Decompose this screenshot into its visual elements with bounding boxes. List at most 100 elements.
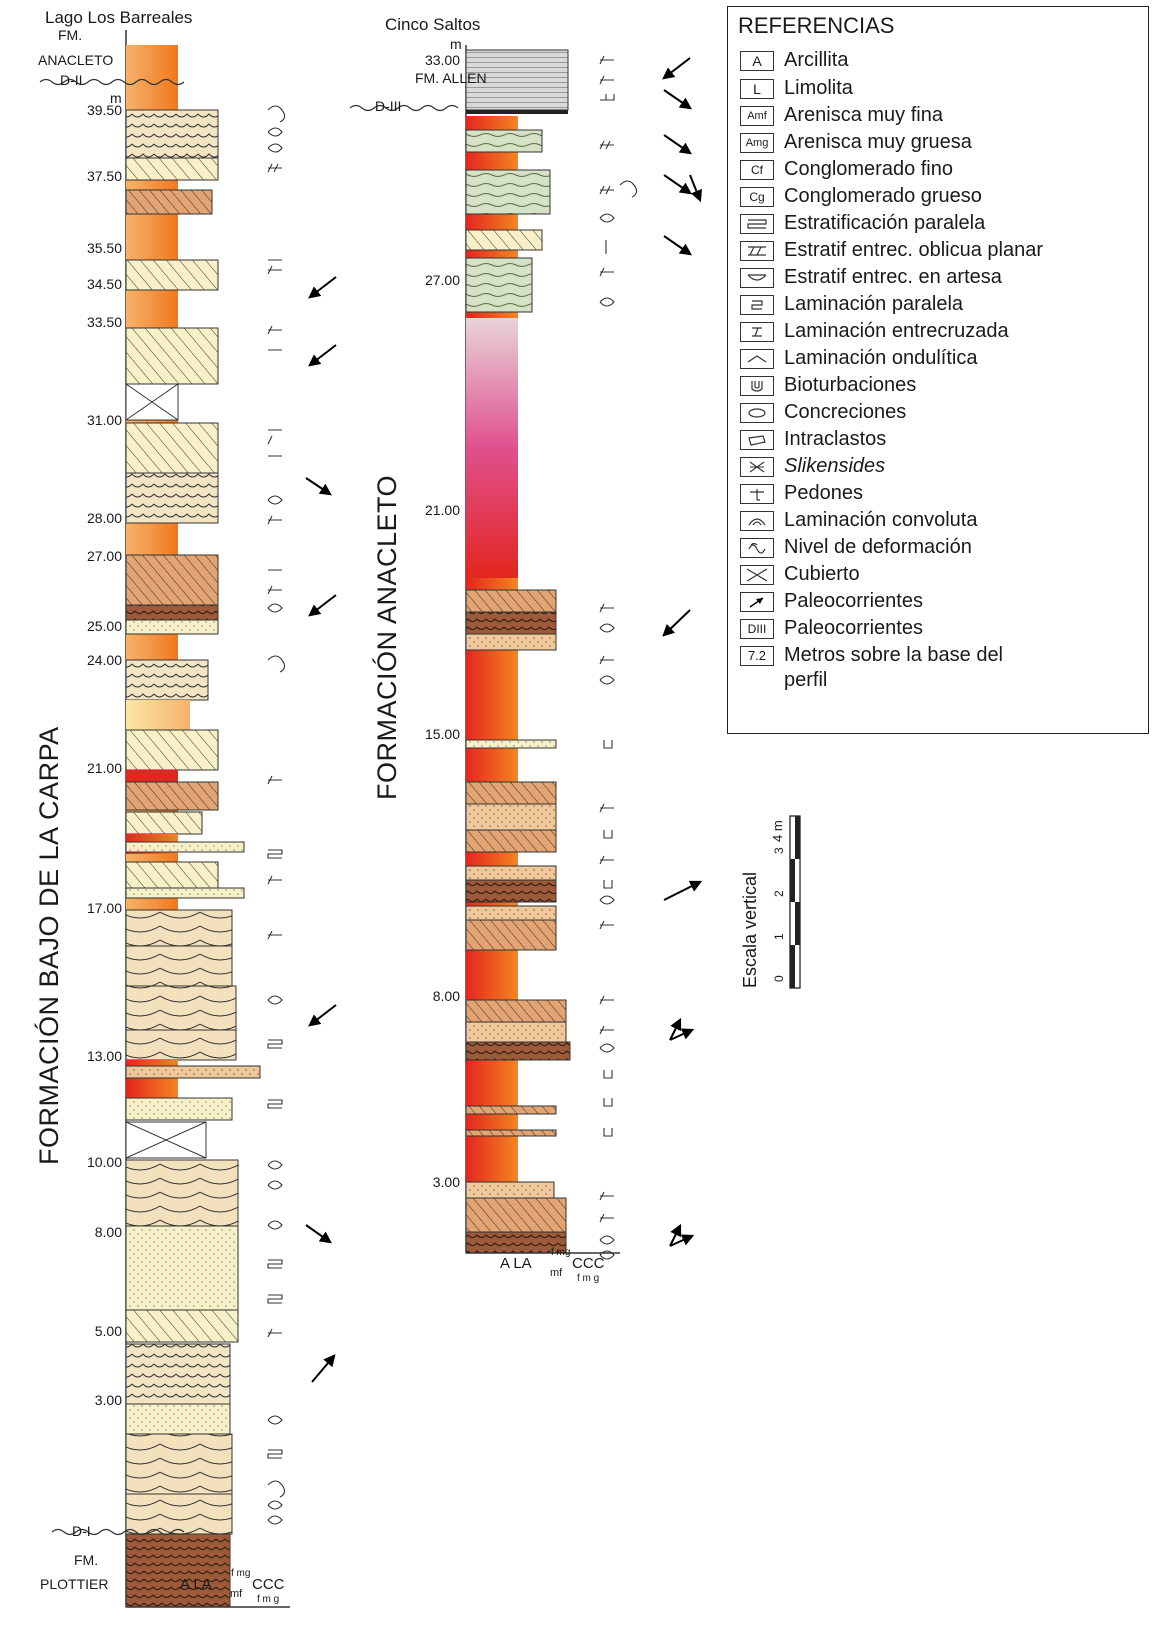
legend-text: Arenisca muy fina [784, 104, 943, 126]
legend-item: Laminación paralela [740, 293, 963, 316]
left-tick: 28.00 [86, 510, 122, 526]
right-paleocurrent-arrows [662, 57, 703, 1247]
legend-item: Nivel de deformación [740, 536, 972, 559]
left-tick: 8.00 [94, 1224, 122, 1240]
right-grain-axis: A LA [500, 1255, 532, 1272]
legend-text: Laminación convoluta [784, 509, 978, 531]
legend-text: Estratif entrec. oblicua planar [784, 239, 1044, 261]
parallel-strat-icon [740, 213, 774, 234]
right-grain-axis-ccc: CCC [572, 1255, 605, 1272]
legend-key: A [740, 50, 774, 71]
legend-text: Concreciones [784, 401, 907, 423]
left-base-surface: D-I [72, 1523, 91, 1539]
left-tick: 24.00 [86, 652, 122, 668]
legend-text: Conglomerado grueso [784, 185, 982, 207]
legend-text: Pedones [784, 482, 863, 504]
legend-text: Arenisca muy gruesa [784, 131, 972, 153]
right-locality-title: Cinco Saltos [385, 15, 481, 34]
legend-key: Cg [740, 186, 774, 207]
right-unit-label: m [450, 36, 462, 52]
legend-item: Amg Arenisca muy gruesa [740, 131, 972, 154]
legend-text: Cubierto [784, 563, 860, 585]
legend-text: Metros sobre la base del [784, 644, 1004, 666]
right-tick: 21.00 [424, 502, 460, 518]
left-tick: 27.00 [86, 548, 122, 564]
left-grain-axis: A LA [180, 1576, 212, 1593]
left-tick: 25.00 [86, 618, 122, 634]
left-tick: 31.00 [86, 412, 122, 428]
scale-bar-label: Escala vertical [740, 871, 760, 988]
legend-item: Laminación ondulítica [740, 347, 977, 370]
legend-item: A Arcillita [740, 49, 848, 72]
legend-key: DIII [740, 618, 774, 639]
right-top-surface: D-III [375, 98, 402, 114]
legend-key: 7.2 [740, 645, 774, 666]
right-formation-name: FORMACIÓN ANACLETO [372, 474, 402, 800]
legend-item: Laminación convoluta [740, 509, 977, 532]
intraclast-icon [740, 429, 774, 450]
left-base-unit-line1: FM. [74, 1552, 99, 1568]
legend-key: L [740, 78, 774, 99]
slickenside-icon [740, 456, 774, 477]
left-top-unit-line1: FM. [58, 27, 83, 43]
left-tick: 10.00 [86, 1154, 122, 1170]
right-grain-axis-mf: mf [550, 1267, 563, 1279]
left-tick: 3.00 [94, 1392, 122, 1408]
right-structure-symbols [599, 55, 638, 1260]
scale-bar-tick: 1 [772, 933, 786, 940]
right-grain-axis-fmg: f mg [551, 1247, 571, 1258]
vertical-scale-bar [789, 815, 801, 989]
scale-bar-tick: 0 [772, 975, 786, 982]
convolute-icon [740, 510, 774, 531]
right-tick: 15.00 [424, 726, 460, 742]
legend-text: Slikensides [784, 455, 886, 477]
legend-item: DIII Paleocorrientes [740, 617, 923, 640]
legend-item: 7.2 Metros sobre la base del [740, 644, 1003, 667]
legend-text: Conglomerado fino [784, 158, 953, 180]
legend-item: Cubierto [740, 563, 860, 586]
cross-lam-icon [740, 321, 774, 342]
scale-bar-unit: 4 m [770, 820, 785, 842]
concretion-icon [740, 402, 774, 423]
left-tick: 5.00 [94, 1323, 122, 1339]
legend-text: Estratificación paralela [784, 212, 986, 234]
paleocurrent-icon [740, 591, 774, 612]
parallel-lam-icon [740, 294, 774, 315]
left-column-lithology [39, 30, 290, 1608]
right-grain-axis-fmg2: f m g [577, 1273, 600, 1284]
left-grain-axis-fmg: f mg [231, 1568, 251, 1579]
left-grain-axis-mf: mf [230, 1588, 243, 1600]
left-tick: 33.50 [86, 314, 122, 330]
right-tick: 8.00 [432, 988, 460, 1004]
planar-cross-icon [740, 240, 774, 261]
legend-title: REFERENCIAS [738, 13, 895, 38]
trough-cross-icon [740, 267, 774, 288]
left-tick: 34.50 [86, 276, 122, 292]
right-column-lithology [349, 45, 620, 1254]
left-formation-name: FORMACIÓN BAJO DE LA CARPA [34, 726, 64, 1165]
left-grain-axis-ccc: CCC [252, 1576, 285, 1593]
left-structure-symbols [267, 105, 286, 1525]
legend-item: Concreciones [740, 401, 906, 424]
legend-item: Cf Conglomerado fino [740, 158, 953, 181]
legend-item: Cg Conglomerado grueso [740, 185, 982, 208]
legend-key: Cf [740, 159, 774, 180]
left-locality-title: Lago Los Barreales [45, 8, 193, 27]
legend-key: Amg [740, 132, 774, 153]
legend-key: Amf [740, 105, 774, 126]
legend-text: Laminación paralela [784, 293, 964, 315]
legend-item: perfil [784, 669, 827, 692]
covered-icon [740, 564, 774, 585]
legend-item: Amf Arenisca muy fina [740, 104, 943, 127]
deformation-icon [740, 537, 774, 558]
right-tick: 33.00 [424, 52, 460, 68]
legend-item: Estratificación paralela [740, 212, 985, 235]
legend-item: L Limolita [740, 77, 853, 100]
left-tick: 39.50 [86, 102, 122, 118]
legend-item: Pedones [740, 482, 863, 505]
legend-text: Paleocorrientes [784, 617, 923, 639]
legend-box: REFERENCIAS A Arcillita L Limolita Amf A… [727, 6, 1149, 734]
left-base-unit-line2: PLOTTIER [40, 1576, 109, 1592]
right-top-unit: FM. ALLEN [415, 70, 487, 86]
